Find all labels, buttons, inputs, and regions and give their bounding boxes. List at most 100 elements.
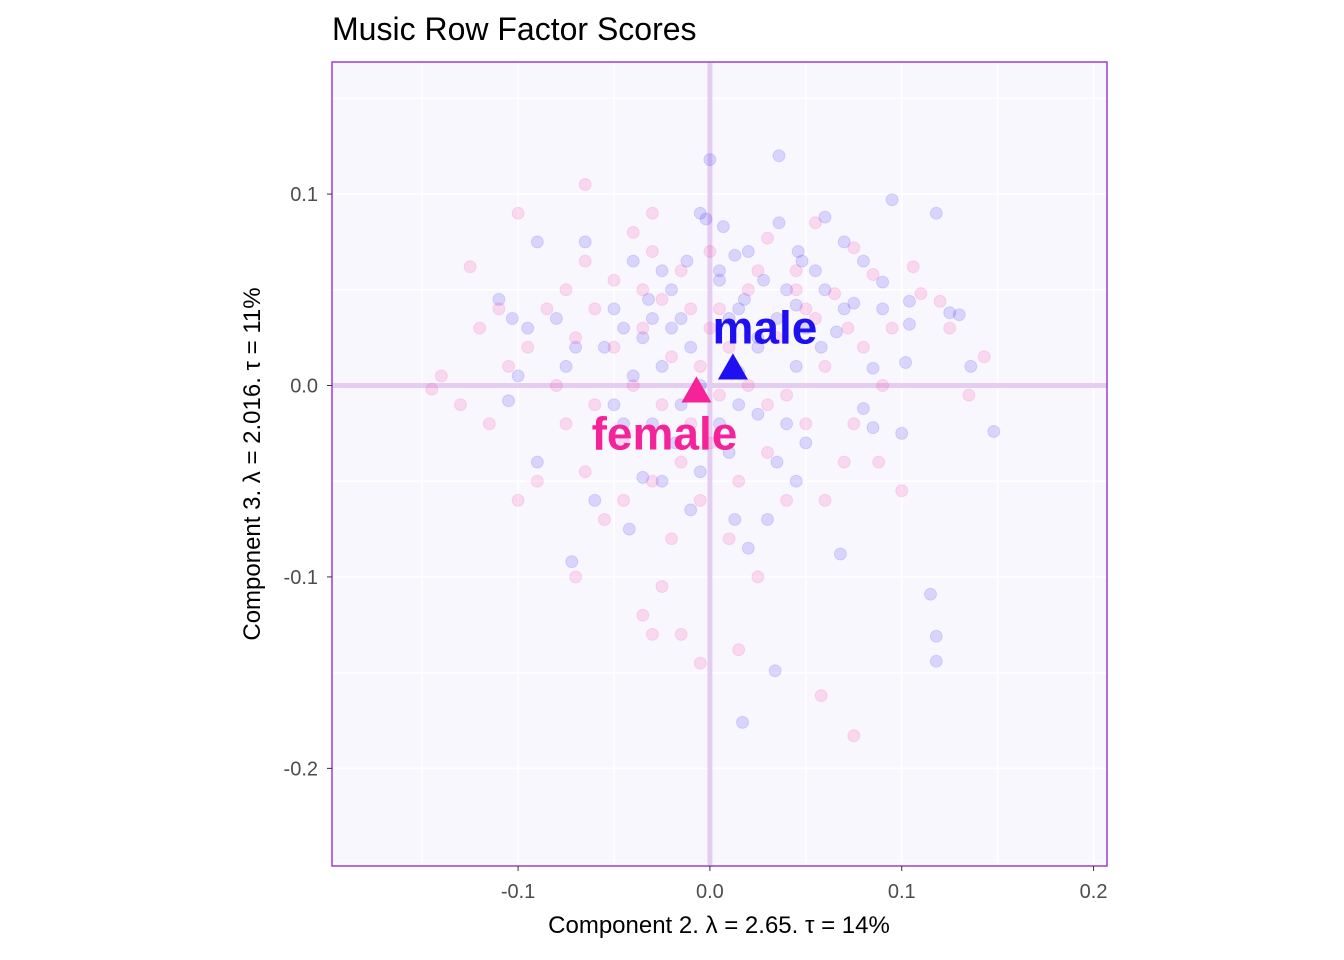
male-point — [902, 294, 916, 308]
female-point — [569, 331, 583, 345]
male-point — [728, 513, 742, 526]
male-mean-marker — [717, 353, 748, 380]
male-point — [830, 325, 843, 339]
x-tick-label: 0.1 — [888, 881, 916, 903]
male-point — [626, 369, 640, 383]
female-point — [626, 379, 640, 392]
male-point — [770, 312, 784, 325]
female-point — [933, 294, 947, 308]
male-point — [856, 254, 870, 268]
female-point — [693, 493, 707, 507]
male-point — [866, 421, 880, 435]
female-point — [463, 260, 477, 274]
female-point — [761, 446, 774, 459]
female-mean-label: female — [592, 407, 738, 459]
female-point — [665, 350, 678, 364]
origin-lines — [332, 62, 1107, 866]
female-point — [789, 283, 803, 297]
male-point — [693, 465, 707, 479]
female-point — [617, 436, 631, 450]
female-point — [607, 273, 621, 287]
male-point — [511, 369, 525, 383]
male-point — [751, 331, 765, 345]
male-point — [713, 417, 726, 431]
male-point — [642, 292, 655, 306]
female-point — [645, 627, 659, 641]
male-point — [791, 245, 805, 258]
female-point — [569, 570, 583, 584]
female-point — [741, 283, 755, 297]
male-point — [795, 254, 809, 268]
female-point — [799, 417, 813, 431]
female-point — [511, 206, 525, 220]
female-point — [780, 493, 794, 507]
female-point — [818, 493, 832, 507]
female-point — [588, 302, 602, 316]
female-point — [636, 283, 650, 297]
male-point — [693, 206, 707, 220]
male-point — [655, 359, 669, 373]
female-point — [492, 302, 506, 316]
female-point — [588, 398, 602, 412]
male-point — [964, 359, 978, 373]
male-point — [549, 312, 563, 325]
male-point — [684, 503, 698, 517]
male-point — [789, 359, 803, 373]
male-point — [530, 235, 544, 249]
y-axis-ticks: -0.2 -0.1 0.0 0.1 — [284, 184, 332, 780]
male-point — [876, 275, 890, 289]
male-point — [597, 340, 611, 354]
female-point — [722, 340, 736, 354]
y-tick-label: -0.1 — [284, 567, 318, 589]
male-point — [521, 321, 535, 335]
group-means: male female — [592, 301, 818, 459]
male-point — [665, 283, 678, 297]
female-point — [872, 455, 886, 469]
male-point — [645, 312, 659, 325]
female-point — [665, 532, 678, 546]
female-point — [977, 350, 991, 364]
male-point — [799, 321, 813, 335]
female-point — [578, 178, 592, 191]
male-point — [899, 356, 913, 369]
female-point — [703, 436, 717, 450]
female-point — [770, 331, 784, 345]
female-mean-marker — [681, 376, 712, 403]
female-point — [454, 398, 467, 412]
female-point — [674, 264, 688, 278]
female-point — [502, 359, 515, 373]
male-point — [856, 402, 870, 415]
female-point — [847, 417, 861, 431]
x-tick-label: 0.0 — [696, 881, 724, 903]
male-point — [847, 296, 861, 310]
female-point — [914, 287, 928, 301]
female-point — [814, 689, 828, 703]
male-point — [622, 522, 636, 536]
male-point — [780, 283, 794, 297]
male-point — [818, 210, 832, 224]
y-tick-label: 0.1 — [290, 184, 318, 206]
male-point — [502, 394, 515, 408]
female-point — [847, 729, 861, 743]
male-point — [492, 292, 506, 306]
female-point — [713, 388, 726, 402]
male-point — [952, 308, 966, 322]
female-point — [674, 627, 688, 641]
male-point — [636, 470, 650, 484]
female-point — [761, 231, 774, 245]
x-tick-label: 0.2 — [1080, 881, 1108, 903]
male-point — [716, 220, 730, 234]
female-point — [645, 206, 659, 220]
male-point — [728, 248, 742, 262]
female-point — [578, 254, 592, 268]
male-point — [655, 474, 669, 488]
male-point — [699, 212, 713, 226]
female-point — [713, 302, 726, 316]
male-point — [578, 235, 592, 249]
x-axis-ticks: -0.1 0.0 0.1 0.2 — [501, 866, 1108, 903]
female-point — [789, 264, 803, 278]
male-point — [665, 321, 678, 335]
male-point — [833, 547, 847, 561]
female-point — [684, 302, 698, 316]
female-point — [732, 474, 746, 488]
